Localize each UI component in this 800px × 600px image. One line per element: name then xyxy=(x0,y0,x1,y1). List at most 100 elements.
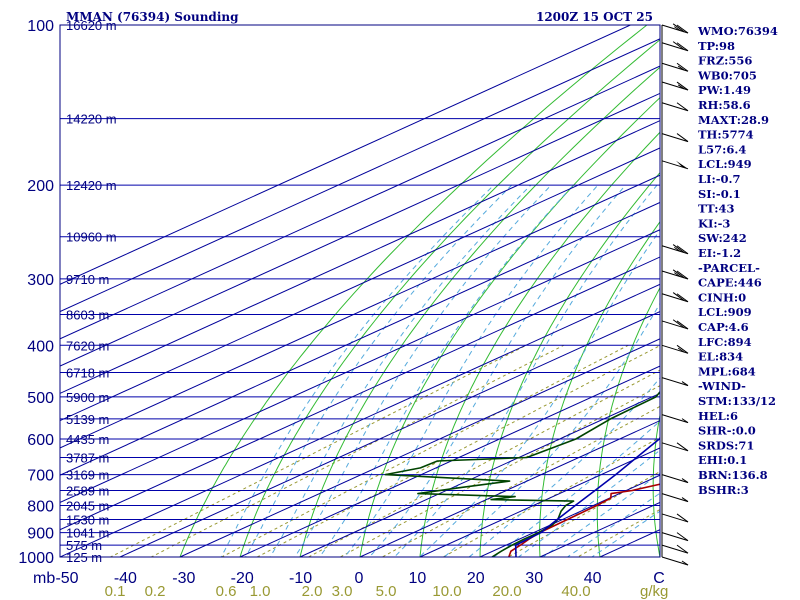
wind-barb xyxy=(661,81,689,91)
stability-index-item: EL:834 xyxy=(698,350,743,364)
stability-index-item: TH:5774 xyxy=(698,128,754,142)
stability-indices-panel: WMO:76394TP:98FRZ:556WB0:705PW:1.49RH:58… xyxy=(697,24,778,497)
isotherm-line xyxy=(359,420,660,557)
mixing-ratio-line xyxy=(150,344,564,557)
height-label: 2589 m xyxy=(66,484,109,499)
stability-index-item: SHR-:0.0 xyxy=(698,424,756,438)
height-label: 12420 m xyxy=(66,178,117,193)
mixing-ratio-line xyxy=(307,369,660,557)
pressure-tick-label: 600 xyxy=(27,432,54,449)
height-label: 8603 m xyxy=(66,307,109,322)
dry-adiabat-line xyxy=(179,25,648,557)
wind-barb xyxy=(661,269,689,280)
isotherm-line xyxy=(60,201,660,476)
stability-index-item: CAP:4.6 xyxy=(698,320,749,334)
temperature-tick-label: 0 xyxy=(355,570,364,587)
stability-index-item: MAXT:28.9 xyxy=(698,113,769,127)
moist-adiabat-line xyxy=(393,184,658,557)
height-label: 4435 m xyxy=(66,432,109,447)
mixing-ratio-line xyxy=(339,385,660,557)
mixing-ratio-tick-label: 1.0 xyxy=(250,583,271,600)
isotherm-line xyxy=(60,65,660,340)
pressure-tick-label: 700 xyxy=(27,468,54,485)
temperature-tick-label: 40 xyxy=(584,570,602,587)
stability-index-item: WMO:76394 xyxy=(697,24,778,38)
mixing-ratio-line xyxy=(109,344,527,557)
temperature-unit-label: C xyxy=(653,570,665,587)
stability-index-item: LFC:894 xyxy=(698,335,752,349)
trace-layer xyxy=(384,390,660,557)
chart-title: MMAN (76394) Sounding xyxy=(66,10,239,24)
moist-adiabat-line xyxy=(220,184,495,557)
wind-barb xyxy=(661,556,689,566)
height-label: 2045 m xyxy=(66,498,109,513)
wind-barb xyxy=(661,414,689,424)
height-label: 10960 m xyxy=(66,230,117,245)
isotherm-line xyxy=(60,283,660,557)
stability-index-item: SRDS:71 xyxy=(698,438,754,452)
height-label: 575 m xyxy=(66,538,102,553)
wind-barb xyxy=(661,133,689,143)
wind-barb xyxy=(661,377,689,387)
dry-adiabat-line xyxy=(419,131,660,557)
pressure-tick-label: 400 xyxy=(27,338,54,355)
stability-index-item: TT:43 xyxy=(698,202,735,216)
chart-time: 1200Z 15 OCT 25 xyxy=(536,10,653,24)
pressure-tick-label: 800 xyxy=(27,498,54,515)
wind-barb xyxy=(661,160,689,170)
plot-frame xyxy=(59,24,661,558)
height-label: 7620 m xyxy=(66,338,109,353)
height-label: 9710 m xyxy=(66,272,109,287)
temperature-tick-label: 10 xyxy=(409,570,427,587)
isotherm-line xyxy=(239,365,660,557)
stability-index-item: KI:-3 xyxy=(698,216,730,230)
stability-index-item: LI:-0.7 xyxy=(698,172,741,186)
pressure-unit-label: mb xyxy=(33,570,55,587)
isotherm-line xyxy=(60,229,660,504)
height-label: 16620 m xyxy=(66,18,117,33)
wind-barb xyxy=(661,102,689,112)
height-label: 1041 m xyxy=(66,526,109,541)
label-layer: 16620 m 14220 m 12420 m 10960 m 9710 m 8603 m… xyxy=(18,18,668,600)
moist-adiabat-line xyxy=(443,302,660,557)
mixing-ratio-tick-label: 5.0 xyxy=(376,583,397,600)
stability-index-item: BSHR:3 xyxy=(698,483,749,497)
wind-barb xyxy=(661,513,689,523)
stability-index-item: PW:1.49 xyxy=(698,83,751,97)
moist-adiabat-line xyxy=(517,449,660,557)
isotherm-line xyxy=(60,147,660,422)
height-label: 1530 m xyxy=(66,512,109,527)
stability-index-item: TP:98 xyxy=(698,39,735,53)
stability-index-item: WB0:705 xyxy=(697,68,757,82)
pressure-tick-label: 500 xyxy=(27,390,54,407)
isotherm-line xyxy=(179,338,660,557)
temperature-tick-label: -20 xyxy=(231,570,254,587)
height-label: 6718 m xyxy=(66,366,109,381)
stability-index-item: EI:-1.2 xyxy=(698,246,741,260)
pressure-tick-label: 100 xyxy=(27,18,54,35)
dry-adiabat-line xyxy=(299,66,660,557)
pressure-tick-label: 300 xyxy=(27,272,54,289)
mixing-ratio-tick-label: 3.0 xyxy=(332,583,353,600)
mixing-ratio-line xyxy=(256,344,660,557)
wind-barb xyxy=(661,244,689,255)
stability-index-item: SI:-0.1 xyxy=(698,187,741,201)
dry-adiabat-line xyxy=(239,39,660,557)
wind-barb xyxy=(661,493,689,503)
isotherm-line xyxy=(60,120,660,394)
dry-adiabat-line xyxy=(479,171,660,557)
mixing-ratio-line xyxy=(576,508,660,557)
wind-barb xyxy=(661,62,689,72)
stability-index-item: EHI:0.1 xyxy=(698,453,747,467)
wind-barb xyxy=(661,532,689,542)
temperature-tick-label: -50 xyxy=(55,570,78,587)
moist-adiabat-line xyxy=(468,377,660,557)
stability-index-item: L57:6.4 xyxy=(698,142,746,156)
moist-adiabat-line xyxy=(245,184,513,557)
mixing-ratio-line xyxy=(220,344,629,557)
stability-index-item: LCL:909 xyxy=(698,305,752,319)
stability-index-item: FRZ:556 xyxy=(698,54,752,68)
mixing-ratio-tick-label: 20.0 xyxy=(492,583,521,600)
height-label: 5139 m xyxy=(66,412,109,427)
stability-index-item: BRN:136.8 xyxy=(698,468,768,482)
